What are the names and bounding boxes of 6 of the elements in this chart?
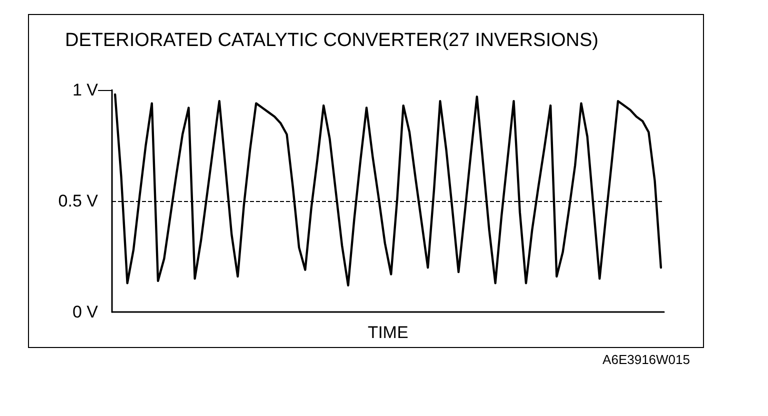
y-tick-label: 0 V (72, 302, 99, 322)
y-tick-label: 1 V (72, 80, 99, 100)
chart-title: DETERIORATED CATALYTIC CONVERTER(27 INVERSIONS) (65, 30, 598, 51)
y-tick-label: 0.5 V (58, 192, 99, 210)
x-axis-title: TIME (368, 323, 408, 342)
text: A6E3916W015 (602, 352, 690, 367)
